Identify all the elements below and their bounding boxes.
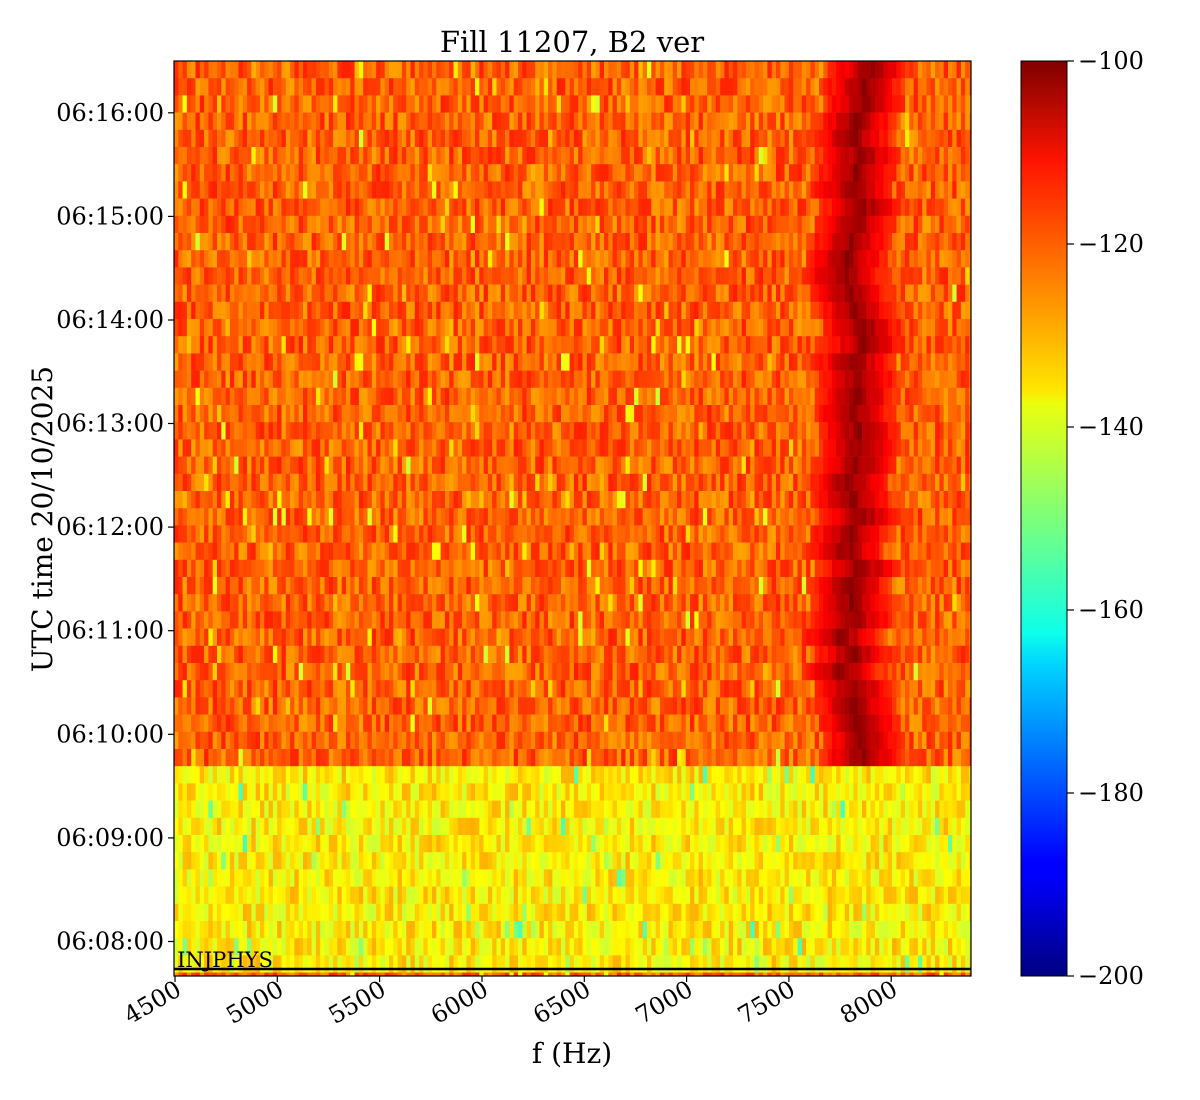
x-tick-label: 8000	[835, 975, 902, 1030]
y-tick-label: 06:13:00	[56, 410, 164, 438]
x-tick-label: 7500	[733, 975, 800, 1030]
y-tick-label: 06:15:00	[56, 202, 164, 230]
y-axis: 06:08:00 06:09:00 06:10:00 06:11:00 06:12:00…	[56, 99, 174, 956]
y-tick-label: 06:12:00	[56, 513, 164, 541]
colorbar-ticks: −100 −120 −140 −160 −180 −200	[1067, 47, 1144, 990]
x-tick-label: 6500	[528, 975, 595, 1030]
x-axis: 4500 5000 5500 6000 6500 7000 7500 8000	[119, 975, 902, 1030]
y-tick-label: 06:16:00	[56, 99, 164, 127]
x-tick-label: 5500	[324, 975, 391, 1030]
chart-title: Fill 11207, B2 ver	[440, 25, 704, 59]
y-tick-label: 06:10:00	[56, 720, 164, 748]
colorbar-tick-label: −140	[1078, 413, 1144, 441]
y-tick-label: 06:09:00	[56, 824, 164, 852]
x-tick-label: 6000	[426, 975, 493, 1030]
colorbar-tick-label: −160	[1078, 596, 1144, 624]
x-axis-title: f (Hz)	[532, 1037, 612, 1070]
annotation-layer: INJPHYS	[174, 948, 971, 972]
colorbar-tick-label: −100	[1078, 47, 1144, 75]
x-tick-label: 7000	[631, 975, 698, 1030]
annotation-label: INJPHYS	[177, 948, 273, 972]
colorbar-tick-label: −120	[1078, 230, 1144, 258]
colorbar-tick-label: −200	[1078, 962, 1144, 990]
heatmap-area	[174, 61, 971, 976]
x-tick-label: 5000	[221, 975, 288, 1030]
colorbar-tick-label: −180	[1078, 779, 1144, 807]
colorbar	[1020, 60, 1068, 977]
y-tick-label: 06:14:00	[56, 306, 164, 334]
y-axis-title: UTC time 20/10/2025	[26, 366, 59, 672]
y-tick-label: 06:08:00	[56, 928, 164, 956]
x-tick-label: 4500	[119, 975, 186, 1030]
plot-frame	[173, 60, 972, 977]
y-tick-label: 06:11:00	[56, 617, 164, 645]
